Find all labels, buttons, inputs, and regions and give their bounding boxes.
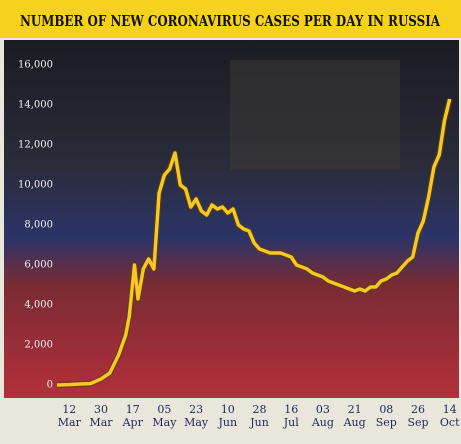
chart-title: NUMBER OF NEW CORONAVIRUS CASES PER DAY … <box>20 12 440 30</box>
x-axis-band <box>0 398 461 444</box>
y-tick-label: 2,000 <box>24 340 53 351</box>
x-tick-label: 10 Jun <box>218 403 238 429</box>
title-banner <box>0 0 461 38</box>
x-tick-label: 03 Aug <box>311 403 334 429</box>
x-tick-label: 30 Mar <box>89 403 113 429</box>
x-tick-label: 17 Apr <box>122 403 143 429</box>
x-tick-label: 08 Sep <box>375 403 397 429</box>
line <box>56 98 452 387</box>
y-tick-label: 4,000 <box>24 300 53 311</box>
y-tick-label: 8,000 <box>24 220 53 231</box>
x-tick-label: 23 May <box>184 403 209 429</box>
y-tick-label: 12,000 <box>18 140 53 151</box>
x-tick-label: 05 May <box>152 403 177 429</box>
y-tick-label: 14,000 <box>18 100 53 111</box>
y-tick-label: 10,000 <box>18 180 53 191</box>
x-tick-label: 26 Sep <box>407 403 429 429</box>
x-tick-label: 14 Oct <box>439 403 460 429</box>
y-tick-label: 16,000 <box>18 60 53 71</box>
x-tick-label: 28 Jun <box>250 403 269 429</box>
photo <box>230 60 400 170</box>
x-tick-label: 21 Aug <box>343 403 366 429</box>
y-tick-label: 0 <box>47 380 53 391</box>
x-tick-label: 12 Mar <box>57 403 81 429</box>
y-tick-label: 6,000 <box>24 260 53 271</box>
x-tick-label: 16 Jul <box>283 403 299 429</box>
